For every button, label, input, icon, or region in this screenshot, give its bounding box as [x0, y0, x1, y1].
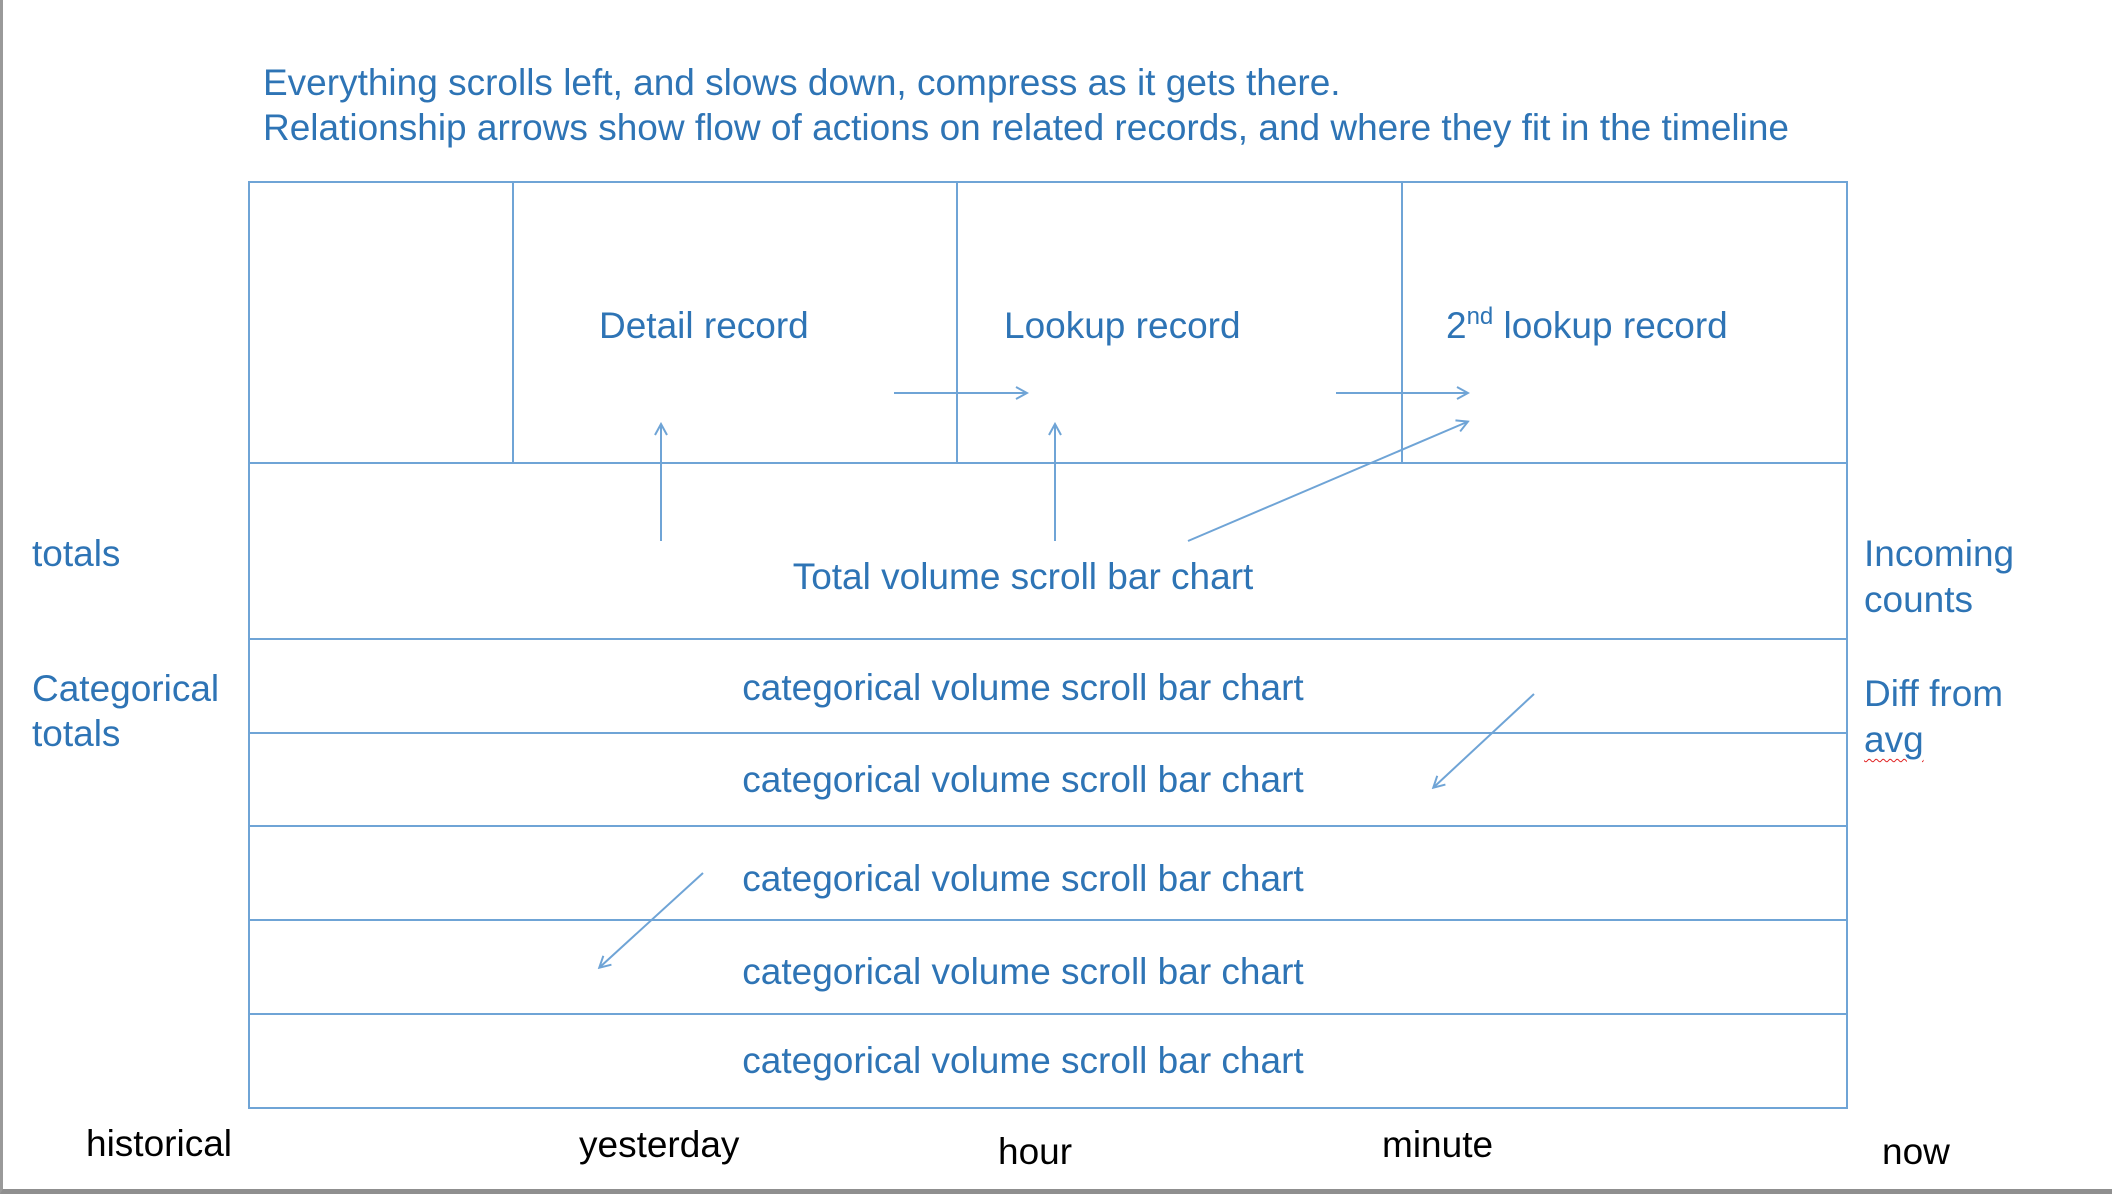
detail-record-label: Detail record [599, 305, 809, 346]
arrow-total-to-second [1187, 422, 1467, 542]
arrow-compress-left [600, 872, 704, 967]
right-label-diff-2-text: avg [1864, 719, 1924, 760]
total-volume-chart-label: Total volume scroll bar chart [792, 556, 1254, 597]
right-label-incoming-2: counts [1864, 579, 1974, 620]
second-lookup-record-label: 2nd lookup record [1446, 303, 1728, 349]
categorical-chart-label-4: categorical volume scroll bar chart [742, 951, 1304, 992]
categorical-chart-label-2: categorical volume scroll bar chart [742, 759, 1304, 800]
categorical-chart-label-5: categorical volume scroll bar chart [742, 1040, 1304, 1081]
timeline-historical: historical [86, 1123, 232, 1164]
left-label-categorical-2: totals [32, 713, 121, 754]
diagram-outer-box [248, 181, 1848, 1109]
right-label-diff-1: Diff from [1864, 673, 2004, 714]
timeline-hour: hour [998, 1131, 1073, 1172]
timeline-minute: minute [1382, 1124, 1494, 1165]
arrow-compress-right [1434, 693, 1535, 787]
categorical-chart-label-1: categorical volume scroll bar chart [742, 667, 1304, 708]
second-lookup-sup: nd [1466, 303, 1494, 330]
second-lookup-prefix: 2 [1446, 305, 1467, 346]
second-lookup-rest: lookup record [1493, 305, 1728, 346]
right-label-diff-2: avg [1864, 717, 1924, 763]
header-note-1: Everything scrolls left, and slows down,… [263, 62, 1341, 103]
lookup-record-label: Lookup record [1004, 305, 1241, 346]
left-label-categorical-1: Categorical [32, 668, 220, 709]
categorical-chart-label-3: categorical volume scroll bar chart [742, 858, 1304, 899]
timeline-now: now [1882, 1131, 1950, 1172]
left-label-totals: totals [32, 533, 121, 574]
header-note-2: Relationship arrows show flow of actions… [263, 107, 1789, 148]
right-label-incoming-1: Incoming [1864, 533, 2015, 574]
timeline-yesterday: yesterday [579, 1124, 740, 1165]
